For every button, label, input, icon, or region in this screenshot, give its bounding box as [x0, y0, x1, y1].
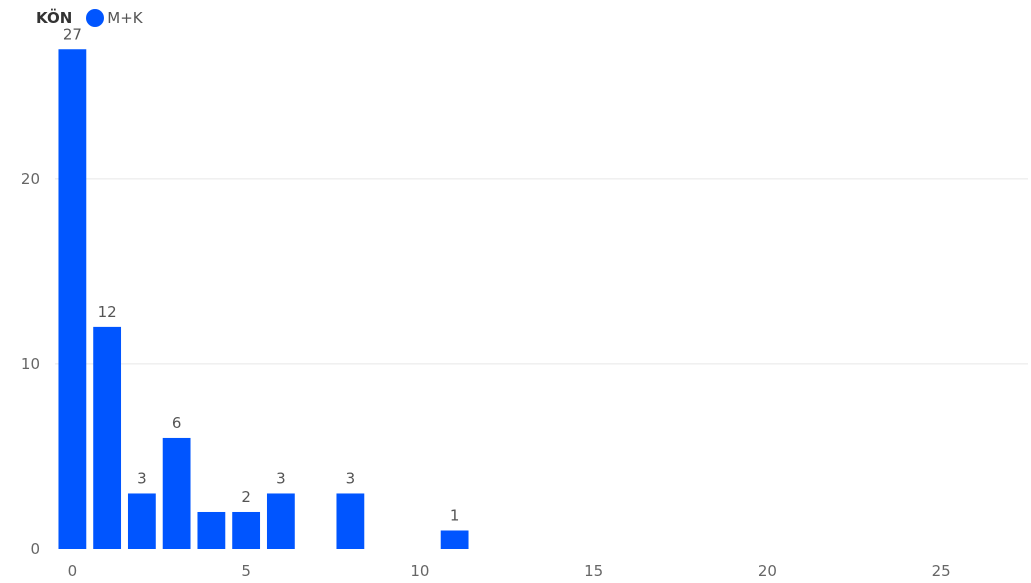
legend-title: KÖN: [36, 9, 73, 27]
data-label-11: 1: [450, 506, 460, 524]
chart-legend: KÖN M+K: [36, 6, 143, 30]
y-tick-label-20: 20: [21, 170, 40, 188]
x-tick-label-25: 25: [932, 562, 951, 580]
legend-swatch: [86, 9, 105, 27]
bar-11: [440, 530, 469, 549]
y-tick-label-10: 10: [21, 355, 40, 373]
bar-4: [197, 511, 226, 549]
bar-5: [232, 511, 261, 549]
bar-2: [127, 493, 156, 549]
y-tick-label-0: 0: [30, 540, 40, 558]
x-tick-label-10: 10: [410, 562, 429, 580]
data-label-5: 2: [241, 488, 251, 506]
bar-3: [162, 437, 191, 549]
bar-0: [58, 49, 87, 549]
data-label-6: 3: [276, 469, 286, 487]
bar-6: [266, 493, 295, 549]
data-label-2: 3: [137, 469, 147, 487]
data-label-8: 3: [346, 469, 356, 487]
x-tick-label-20: 20: [758, 562, 777, 580]
bar-1: [93, 326, 122, 549]
data-label-1: 12: [98, 303, 117, 321]
bar-8: [336, 493, 365, 549]
data-label-3: 6: [172, 414, 182, 432]
legend-series-name: M+K: [107, 9, 143, 27]
x-tick-label-5: 5: [241, 562, 251, 580]
data-label-0: 27: [63, 25, 82, 43]
x-tick-label-15: 15: [584, 562, 603, 580]
x-tick-label-0: 0: [68, 562, 78, 580]
